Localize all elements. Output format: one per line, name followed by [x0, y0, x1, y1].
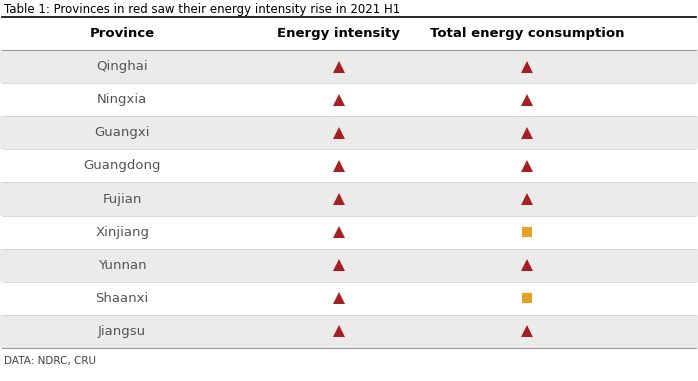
Text: Guangdong: Guangdong [83, 159, 161, 172]
Text: Energy intensity: Energy intensity [277, 27, 400, 40]
Text: Table 1: Provinces in red saw their energy intensity rise in 2021 H1: Table 1: Provinces in red saw their ener… [4, 3, 400, 16]
Text: Total energy consumption: Total energy consumption [430, 27, 624, 40]
Text: DATA: NDRC, CRU: DATA: NDRC, CRU [4, 356, 96, 366]
Text: Shaanxi: Shaanxi [96, 292, 149, 305]
Bar [0, 249, 698, 282]
Bar [0, 116, 698, 149]
Bar [0, 282, 698, 315]
Bar [0, 216, 698, 249]
Text: Yunnan: Yunnan [98, 259, 147, 272]
Bar [0, 17, 698, 50]
Bar [0, 83, 698, 116]
Bar [0, 182, 698, 216]
Text: Fujian: Fujian [103, 192, 142, 205]
Text: Qinghai: Qinghai [96, 60, 148, 73]
Text: Ningxia: Ningxia [97, 93, 147, 106]
Bar [0, 149, 698, 182]
Text: Xinjiang: Xinjiang [95, 226, 149, 239]
Bar [0, 50, 698, 83]
Text: Province: Province [89, 27, 155, 40]
Text: Jiangsu: Jiangsu [98, 325, 146, 338]
Text: Guangxi: Guangxi [94, 126, 150, 139]
Bar [0, 315, 698, 348]
